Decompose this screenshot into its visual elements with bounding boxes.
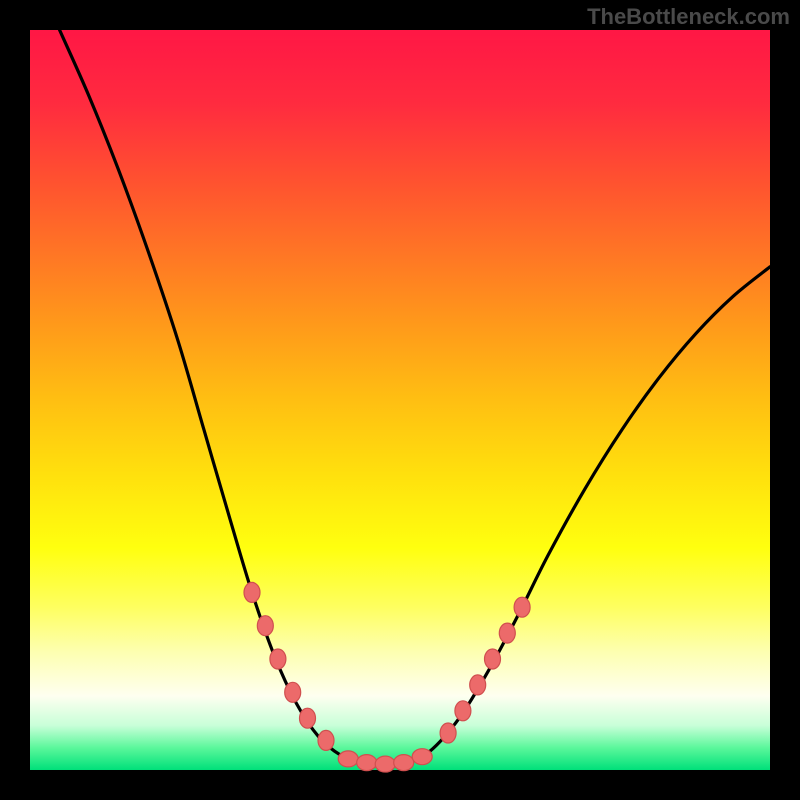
marker-right xyxy=(499,623,515,643)
marker-bottom xyxy=(412,749,432,765)
marker-left xyxy=(300,708,316,728)
marker-bottom xyxy=(357,755,377,771)
watermark-text: TheBottleneck.com xyxy=(587,4,790,30)
marker-right xyxy=(440,723,456,743)
chart-frame: TheBottleneck.com xyxy=(0,0,800,800)
marker-right xyxy=(514,597,530,617)
marker-bottom xyxy=(375,756,395,772)
marker-left xyxy=(257,616,273,636)
marker-left xyxy=(244,582,260,602)
marker-left xyxy=(318,730,334,750)
marker-bottom xyxy=(394,755,414,771)
marker-right xyxy=(455,701,471,721)
marker-bottom xyxy=(338,751,358,767)
marker-right xyxy=(485,649,501,669)
marker-left xyxy=(285,682,301,702)
marker-left xyxy=(270,649,286,669)
bottleneck-chart-svg xyxy=(0,0,800,800)
plot-background xyxy=(30,30,770,770)
marker-right xyxy=(470,675,486,695)
